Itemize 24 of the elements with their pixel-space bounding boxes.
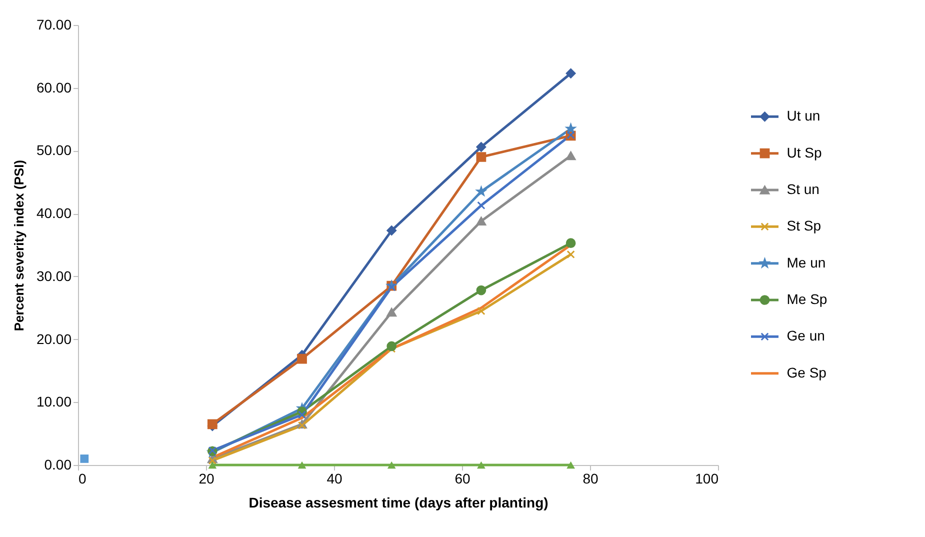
y-tick-label: 60.00 xyxy=(36,79,72,96)
legend-label: Ge Sp xyxy=(786,364,827,380)
legend-label: St un xyxy=(786,181,820,197)
y-tick-label: 0.00 xyxy=(44,456,72,472)
x-tick-label: 0 xyxy=(78,470,86,486)
y-tick-label: 20.00 xyxy=(36,330,72,347)
y-axis-title: Percent severity index (PSI) xyxy=(11,160,26,332)
y-tick-label: 30.00 xyxy=(36,268,72,284)
legend-label: St Sp xyxy=(786,218,822,234)
x-axis-title: Disease assesment time (days after planting) xyxy=(248,494,548,510)
legend-label: Me un xyxy=(786,254,826,270)
legend-label: Me Sp xyxy=(786,291,828,307)
x-tick-label: 20 xyxy=(198,470,214,486)
x-tick-label: 100 xyxy=(695,470,719,486)
x-tick-label: 60 xyxy=(454,470,470,486)
legend-label: Ut un xyxy=(786,108,820,124)
x-tick-label: 80 xyxy=(582,470,598,486)
legend-label: Ge un xyxy=(786,328,825,344)
legend-label: Ut Sp xyxy=(786,144,822,160)
y-tick-label: 50.00 xyxy=(36,142,72,158)
x-tick-label: 40 xyxy=(326,470,342,486)
y-tick-label: 10.00 xyxy=(36,394,72,410)
y-tick-label: 70.00 xyxy=(36,16,72,32)
y-tick-label: 40.00 xyxy=(36,205,72,222)
